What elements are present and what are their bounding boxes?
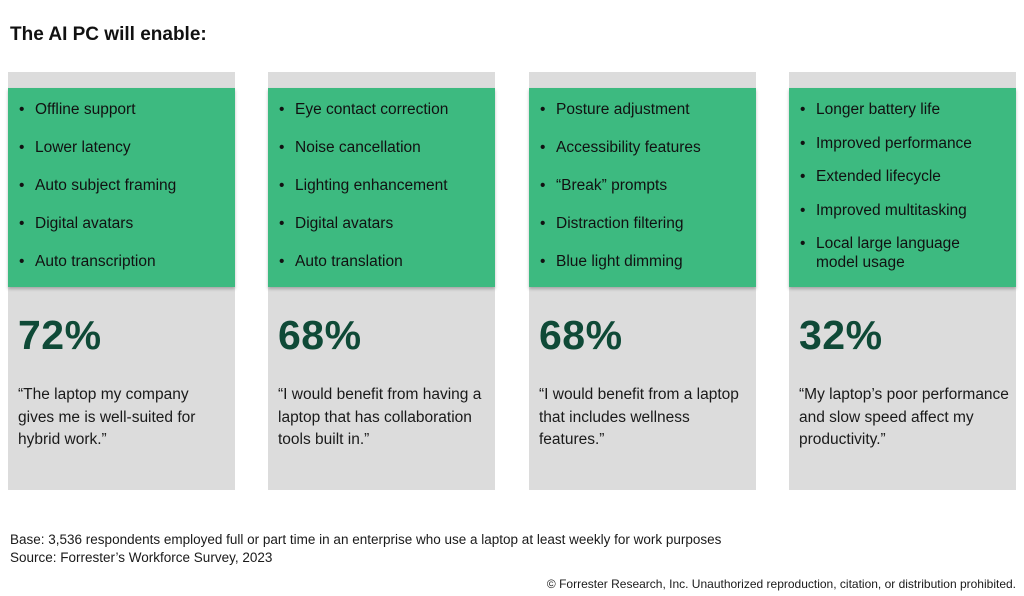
feature-item: Lighting enhancement: [279, 176, 495, 196]
stat-percent: 68%: [278, 312, 362, 358]
stat-card-4: Longer battery life Improved performance…: [789, 72, 1016, 490]
feature-panel: Longer battery life Improved performance…: [789, 88, 1016, 287]
stat-quote: “I would benefit from having a laptop th…: [278, 386, 482, 448]
feature-list: Posture adjustment Accessibility feature…: [529, 88, 756, 272]
feature-item: Auto translation: [279, 252, 495, 272]
feature-item: Accessibility features: [540, 138, 756, 158]
copyright-notice: © Forrester Research, Inc. Unauthorized …: [546, 577, 1016, 591]
feature-item: Offline support: [19, 100, 235, 120]
feature-panel: Offline support Lower latency Auto subje…: [8, 88, 235, 287]
stat-card-2: Eye contact correction Noise cancellatio…: [268, 72, 495, 490]
feature-item: Blue light dimming: [540, 252, 756, 272]
feature-item: Eye contact correction: [279, 100, 495, 120]
feature-item: Posture adjustment: [540, 100, 756, 120]
page-title: The AI PC will enable:: [10, 24, 207, 45]
feature-item: Auto subject framing: [19, 176, 235, 196]
feature-list: Offline support Lower latency Auto subje…: [8, 88, 235, 272]
stat-card-3: Posture adjustment Accessibility feature…: [529, 72, 756, 490]
stat-percent: 68%: [539, 312, 623, 358]
feature-item: “Break” prompts: [540, 176, 756, 196]
stat-quote: “I would benefit from a laptop that incl…: [539, 386, 739, 448]
feature-item: Longer battery life: [800, 100, 1016, 119]
source-note: Source: Forrester’s Workforce Survey, 20…: [10, 550, 273, 565]
stat-percent: 32%: [799, 312, 883, 358]
feature-item: Local large language model usage: [800, 234, 976, 272]
feature-item: Digital avatars: [19, 214, 235, 234]
feature-item: Noise cancellation: [279, 138, 495, 158]
footnote: Base: 3,536 respondents employed full or…: [10, 531, 721, 567]
feature-item: Improved multitasking: [800, 201, 1016, 220]
stat-quote: “The laptop my company gives me is well-…: [18, 386, 196, 448]
feature-item: Extended lifecycle: [800, 167, 1016, 186]
feature-item: Distraction filtering: [540, 214, 756, 234]
feature-item: Improved performance: [800, 134, 1016, 153]
feature-list: Longer battery life Improved performance…: [789, 88, 1016, 272]
feature-item: Digital avatars: [279, 214, 495, 234]
base-note: Base: 3,536 respondents employed full or…: [10, 532, 722, 547]
stat-quote: “My laptop’s poor performance and slow s…: [799, 386, 1009, 448]
stat-percent: 72%: [18, 312, 102, 358]
feature-panel: Eye contact correction Noise cancellatio…: [268, 88, 495, 287]
feature-list: Eye contact correction Noise cancellatio…: [268, 88, 495, 272]
feature-panel: Posture adjustment Accessibility feature…: [529, 88, 756, 287]
feature-item: Lower latency: [19, 138, 235, 158]
feature-item: Auto transcription: [19, 252, 235, 272]
stat-card-1: Offline support Lower latency Auto subje…: [8, 72, 235, 490]
